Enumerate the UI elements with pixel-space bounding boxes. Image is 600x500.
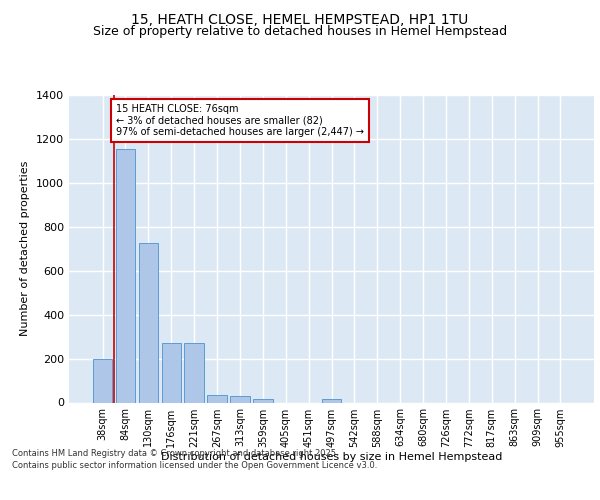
Bar <box>184 343 204 402</box>
Bar <box>161 343 181 402</box>
Bar <box>230 396 250 402</box>
Bar <box>322 398 341 402</box>
X-axis label: Distribution of detached houses by size in Hemel Hempstead: Distribution of detached houses by size … <box>161 452 502 462</box>
Text: Contains HM Land Registry data © Crown copyright and database right 2025.: Contains HM Land Registry data © Crown c… <box>12 448 338 458</box>
Y-axis label: Number of detached properties: Number of detached properties <box>20 161 31 336</box>
Bar <box>93 359 112 403</box>
Bar <box>139 243 158 402</box>
Text: Size of property relative to detached houses in Hemel Hempstead: Size of property relative to detached ho… <box>93 25 507 38</box>
Text: 15 HEATH CLOSE: 76sqm
← 3% of detached houses are smaller (82)
97% of semi-detac: 15 HEATH CLOSE: 76sqm ← 3% of detached h… <box>116 104 364 137</box>
Text: Contains public sector information licensed under the Open Government Licence v3: Contains public sector information licen… <box>12 461 377 470</box>
Bar <box>253 400 272 402</box>
Bar <box>208 395 227 402</box>
Bar <box>116 149 135 403</box>
Text: 15, HEATH CLOSE, HEMEL HEMPSTEAD, HP1 1TU: 15, HEATH CLOSE, HEMEL HEMPSTEAD, HP1 1T… <box>131 12 469 26</box>
